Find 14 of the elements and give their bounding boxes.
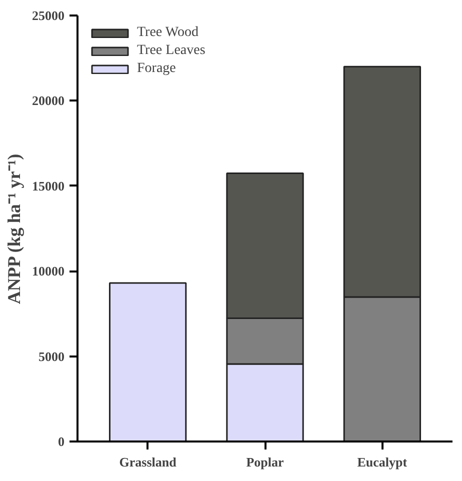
- x-tick-label: Poplar: [246, 454, 284, 470]
- bar: [108, 282, 187, 442]
- y-tick-label: 15000: [32, 178, 64, 194]
- x-tick-label: Grassland: [119, 454, 178, 470]
- legend-label: Tree Wood: [137, 25, 198, 41]
- y-tick-label: 0: [58, 434, 64, 449]
- x-tick-label: Eucalypt: [357, 454, 408, 470]
- legend-label: Tree Leaves: [137, 43, 206, 59]
- y-axis-title: ANPP (kg ha⁻¹ yr⁻¹): [4, 154, 24, 304]
- legend-label: Forage: [137, 61, 176, 77]
- y-tick-label: 5000: [38, 348, 64, 364]
- y-tick-label: 25000: [32, 8, 64, 23]
- y-tick-label: 10000: [32, 264, 64, 279]
- y-tick-label: 20000: [32, 93, 64, 108]
